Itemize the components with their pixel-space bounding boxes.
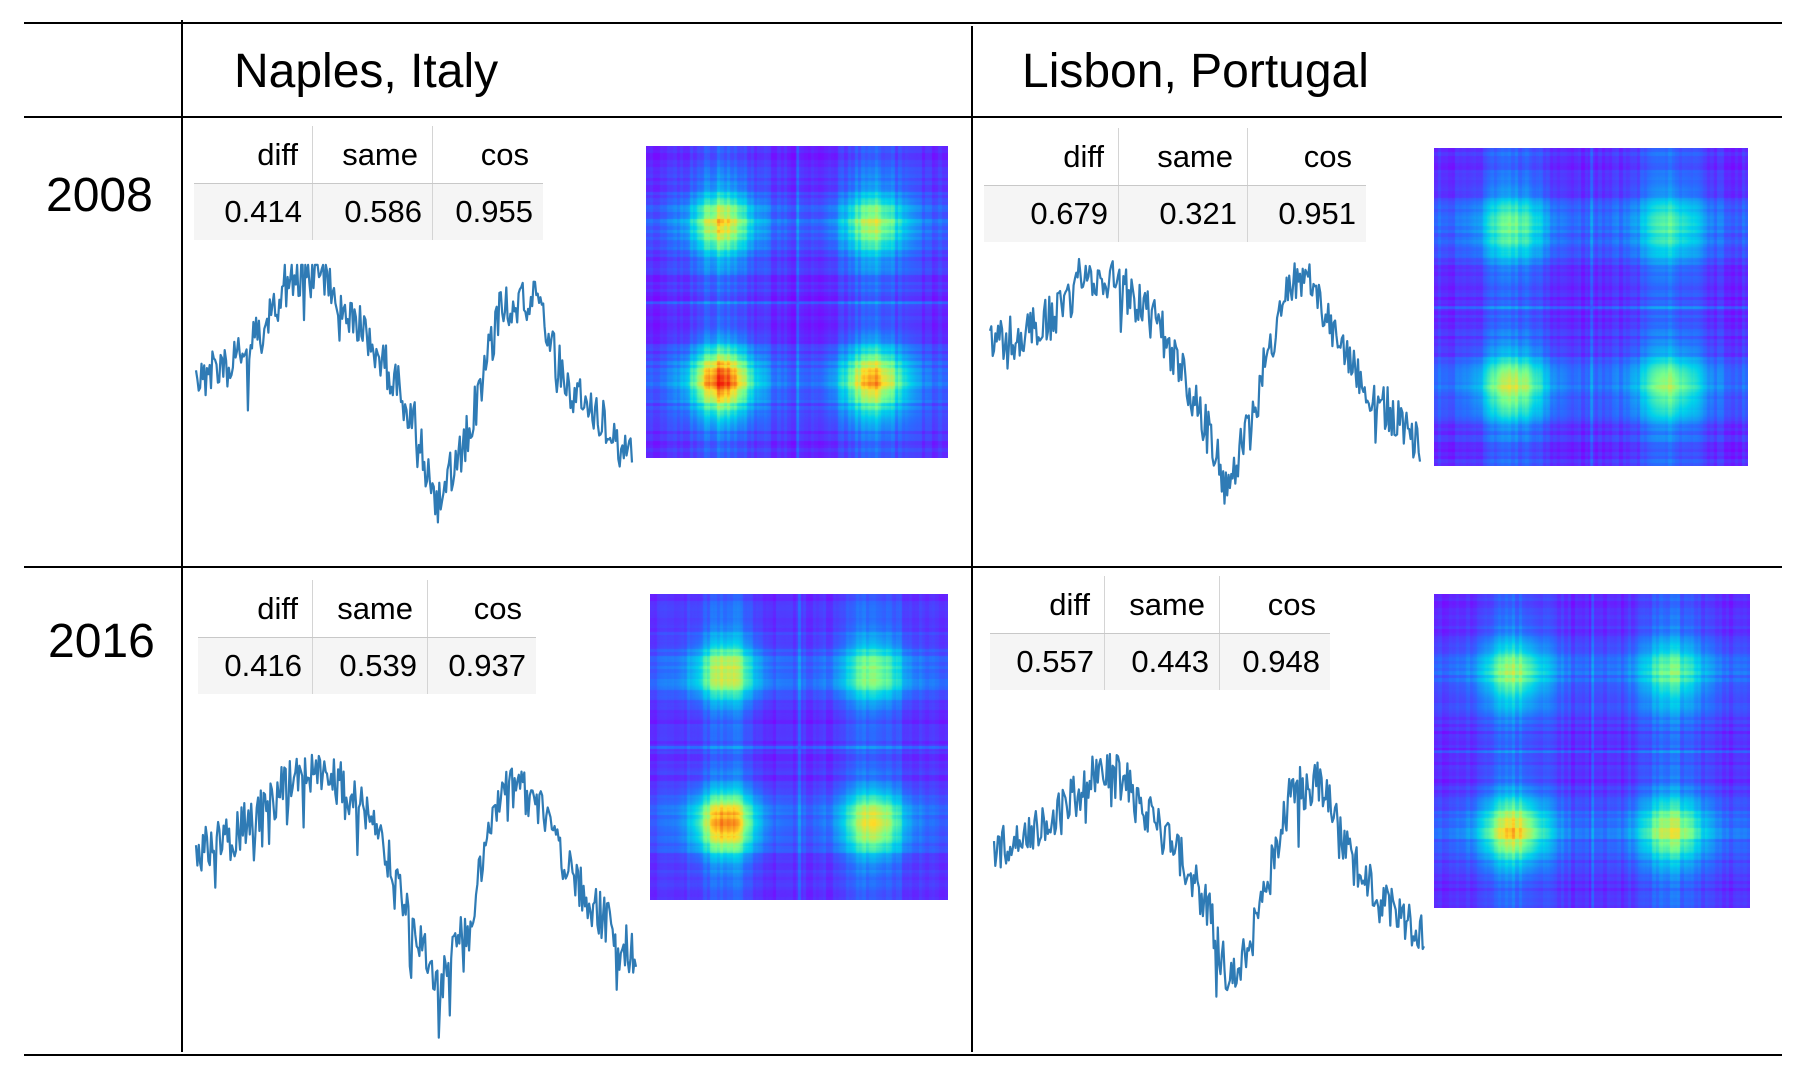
series-line [992, 752, 1425, 998]
stats-header-cos: cos [1247, 128, 1366, 186]
recurrence-heatmap-2008-lisbon [1434, 148, 1748, 466]
stats-value-cos: 0.951 [1247, 185, 1366, 242]
stats-table-2016-naples: diff same cos 0.416 0.539 0.937 [198, 580, 536, 694]
column-divider-city [971, 26, 973, 1052]
stats-value-same: 0.443 [1104, 633, 1220, 690]
row-label-2008: 2008 [46, 169, 153, 222]
stats-value-cos: 0.948 [1219, 633, 1330, 690]
series-line [988, 257, 1422, 505]
stats-header-cos: cos [1219, 576, 1330, 634]
time-series-plot-2008-lisbon [988, 257, 1422, 505]
stats-header-diff: diff [194, 126, 313, 184]
column-header-lisbon: Lisbon, Portugal [1022, 45, 1369, 98]
header-bottom-border [24, 116, 1782, 118]
stats-value-diff: 0.416 [198, 637, 313, 694]
time-series-plot-2016-lisbon [992, 752, 1425, 998]
stats-value-same: 0.586 [312, 183, 433, 240]
stats-header-diff: diff [984, 128, 1119, 186]
stats-header-diff: diff [990, 576, 1105, 634]
stats-header-diff: diff [198, 580, 313, 638]
stats-table-2008-lisbon: diff same cos 0.679 0.321 0.951 [984, 128, 1366, 242]
time-series-plot-2008-naples [194, 263, 634, 524]
stats-header-cos: cos [427, 580, 536, 638]
series-line [194, 263, 634, 524]
stats-value-cos: 0.955 [432, 183, 543, 240]
recurrence-heatmap-2016-lisbon [1434, 594, 1750, 908]
stats-table-2008-naples: diff same cos 0.414 0.586 0.955 [194, 126, 543, 240]
table-top-border [24, 22, 1782, 24]
series-line [194, 753, 638, 1039]
stats-value-diff: 0.557 [990, 633, 1105, 690]
stats-header-cos: cos [432, 126, 543, 184]
stats-value-same: 0.539 [312, 637, 428, 694]
stats-value-diff: 0.679 [984, 185, 1119, 242]
stats-header-same: same [312, 580, 428, 638]
stats-value-diff: 0.414 [194, 183, 313, 240]
recurrence-heatmap-2016-naples [650, 594, 948, 900]
recurrence-heatmap-2008-naples [646, 146, 948, 458]
stats-header-same: same [1104, 576, 1220, 634]
column-header-naples: Naples, Italy [234, 45, 499, 98]
stats-value-same: 0.321 [1118, 185, 1248, 242]
row-label-2016: 2016 [48, 615, 155, 668]
column-divider-year [181, 20, 183, 1052]
row-divider [24, 566, 1782, 568]
table-bottom-border [24, 1054, 1782, 1056]
stats-header-same: same [1118, 128, 1248, 186]
stats-header-same: same [312, 126, 433, 184]
time-series-plot-2016-naples [194, 753, 638, 1039]
stats-value-cos: 0.937 [427, 637, 536, 694]
stats-table-2016-lisbon: diff same cos 0.557 0.443 0.948 [990, 576, 1330, 690]
